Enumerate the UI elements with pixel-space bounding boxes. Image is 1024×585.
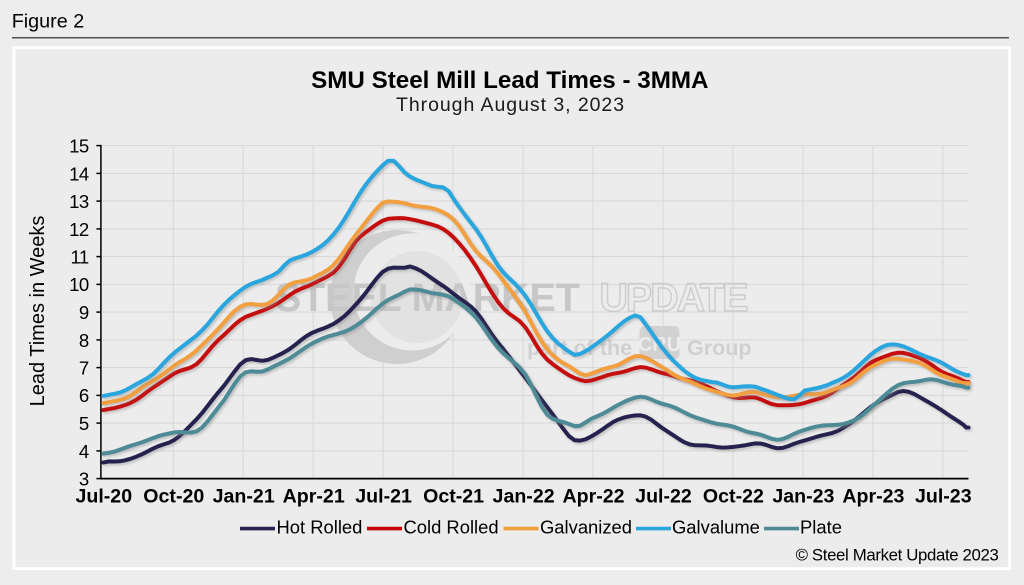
svg-text:SMU Steel Mill Lead Times - 3M: SMU Steel Mill Lead Times - 3MMA [311, 67, 708, 94]
svg-text:5: 5 [79, 413, 89, 434]
svg-text:Jul-21: Jul-21 [355, 486, 412, 508]
svg-text:Jan-21: Jan-21 [213, 486, 275, 508]
svg-text:UPDATE: UPDATE [600, 276, 748, 320]
svg-text:© Steel Market Update 2023: © Steel Market Update 2023 [796, 546, 999, 565]
svg-text:15: 15 [69, 136, 89, 157]
svg-text:Jul-22: Jul-22 [635, 486, 692, 508]
svg-text:Through August 3, 2023: Through August 3, 2023 [396, 94, 625, 116]
svg-text:Jan-22: Jan-22 [493, 486, 555, 508]
svg-text:14: 14 [69, 163, 89, 184]
svg-text:Oct-21: Oct-21 [423, 486, 484, 508]
svg-text:Apr-22: Apr-22 [562, 486, 624, 508]
svg-text:6: 6 [79, 385, 89, 406]
svg-text:Jul-23: Jul-23 [915, 486, 972, 508]
svg-text:13: 13 [69, 191, 89, 212]
svg-text:Galvalume: Galvalume [672, 517, 760, 538]
svg-text:4: 4 [79, 441, 89, 462]
svg-text:Figure 2: Figure 2 [12, 10, 85, 32]
svg-text:Oct-20: Oct-20 [143, 486, 204, 508]
svg-text:Galvanized: Galvanized [540, 517, 632, 538]
svg-text:3: 3 [79, 469, 89, 490]
svg-text:8: 8 [79, 330, 89, 351]
svg-text:Jan-23: Jan-23 [772, 486, 834, 508]
svg-text:12: 12 [69, 219, 89, 240]
svg-text:Oct-22: Oct-22 [703, 486, 764, 508]
svg-text:7: 7 [79, 358, 89, 379]
svg-text:Lead Times in Weeks: Lead Times in Weeks [27, 216, 49, 407]
svg-text:Cold Rolled: Cold Rolled [404, 517, 499, 538]
svg-text:11: 11 [70, 247, 88, 268]
svg-text:Group: Group [687, 336, 752, 360]
svg-text:9: 9 [79, 302, 89, 323]
svg-text:Plate: Plate [800, 517, 842, 538]
svg-text:Hot Rolled: Hot Rolled [277, 517, 363, 538]
svg-text:10: 10 [69, 274, 89, 295]
svg-text:Apr-23: Apr-23 [842, 486, 904, 508]
svg-text:Apr-21: Apr-21 [283, 486, 345, 508]
svg-text:Jul-20: Jul-20 [75, 486, 132, 508]
